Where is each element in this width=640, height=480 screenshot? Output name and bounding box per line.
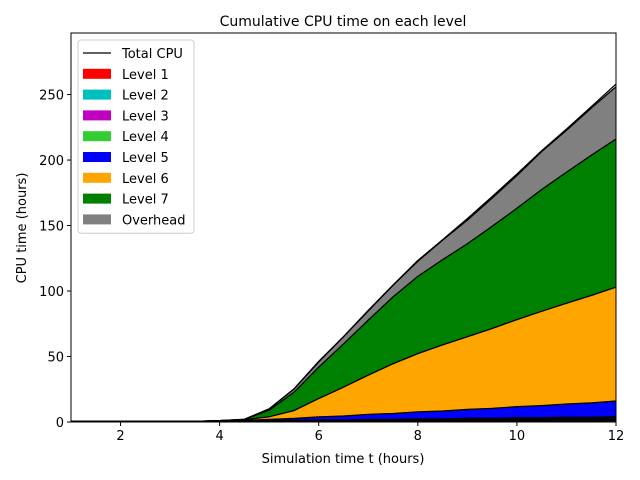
series-boundaries xyxy=(71,83,617,423)
legend-label-level-1: Level 1 xyxy=(122,68,169,83)
y-tick-label: 250 xyxy=(39,89,64,104)
y-tick-label: 0 xyxy=(56,416,64,431)
legend-swatch-overhead xyxy=(83,214,111,225)
legend-label-level-5: Level 5 xyxy=(122,151,169,166)
area-level-7 xyxy=(71,139,616,422)
legend-label-level-4: Level 4 xyxy=(122,130,169,145)
plot-frame xyxy=(70,32,617,423)
legend-label-overhead: Overhead xyxy=(122,213,186,228)
legend-swatch-level-7 xyxy=(83,193,111,204)
x-tick-label: 4 xyxy=(215,429,223,444)
legend-swatch-level-5 xyxy=(83,152,111,162)
x-tick-label: 10 xyxy=(509,429,526,444)
legend-swatch-level-6 xyxy=(83,172,111,183)
legend-swatch-level-3 xyxy=(83,110,111,121)
legend-swatch-level-1 xyxy=(83,68,111,79)
legend: Total CPU Level 1 Level 2 Level 3 Level 4 Lev… xyxy=(77,39,195,234)
legend-label-level-7: Level 7 xyxy=(122,193,169,208)
legend-label-level-2: Level 2 xyxy=(122,89,169,104)
x-axis-ticks: 2 4 6 8 10 12 xyxy=(116,422,624,444)
y-axis-ticks: 0 50 100 150 200 250 xyxy=(39,89,71,431)
x-tick-label: 6 xyxy=(315,429,323,444)
x-axis-label: Simulation time t (hours) xyxy=(262,452,425,467)
area-level-5 xyxy=(71,401,616,422)
x-tick-label: 2 xyxy=(116,429,124,444)
x-tick-label: 8 xyxy=(414,429,422,444)
y-axis-label: CPU time (hours) xyxy=(15,173,30,284)
legend-swatch-level-2 xyxy=(83,89,111,100)
area-level-6 xyxy=(71,287,616,422)
x-tick-label: 12 xyxy=(608,429,625,444)
y-tick-label: 100 xyxy=(39,285,64,300)
legend-label-total-cpu: Total CPU xyxy=(121,47,183,62)
y-tick-label: 50 xyxy=(47,351,64,366)
legend-swatch-level-4 xyxy=(83,131,111,142)
legend-label-level-6: Level 6 xyxy=(122,172,169,187)
y-tick-label: 200 xyxy=(39,154,64,169)
legend-box xyxy=(77,39,195,234)
legend-label-level-3: Level 3 xyxy=(122,109,169,124)
chart-title: Cumulative CPU time on each level xyxy=(220,14,467,30)
y-tick-label: 150 xyxy=(39,220,64,235)
total-cpu-line xyxy=(71,83,617,422)
